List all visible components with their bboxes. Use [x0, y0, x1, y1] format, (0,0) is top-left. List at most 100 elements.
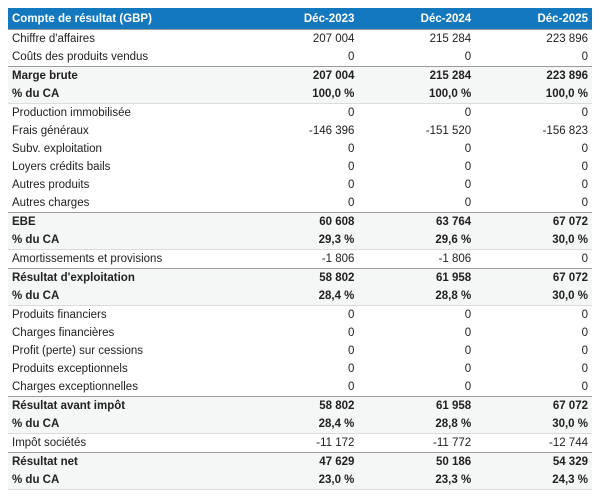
cell-value: 30,0 %	[475, 231, 592, 250]
cell-value: 0	[475, 305, 592, 324]
row-label: % du CA	[8, 471, 242, 490]
cell-value: 67 072	[475, 212, 592, 231]
cell-value: 61 958	[358, 396, 476, 415]
cell-value: 0	[358, 360, 476, 378]
cell-value: 0	[241, 360, 359, 378]
income-statement-report: Compte de résultat (GBP) Déc-2023 Déc-20…	[8, 8, 592, 490]
table-row: Produits financiers 0 0 0	[8, 305, 592, 324]
cell-value: 0	[475, 360, 592, 378]
row-label: % du CA	[8, 287, 242, 306]
cell-value: 215 284	[358, 29, 476, 48]
income-statement-table: Compte de résultat (GBP) Déc-2023 Déc-20…	[8, 8, 592, 490]
table-row: Résultat d'exploitation 58 802 61 958 67 07…	[8, 268, 592, 287]
row-label: Résultat net	[8, 452, 242, 471]
cell-value: 0	[358, 176, 476, 194]
cell-value: 207 004	[241, 29, 359, 48]
table-header: Compte de résultat (GBP) Déc-2023 Déc-20…	[8, 8, 592, 30]
table-row: Charges exceptionnelles 0 0 0	[8, 378, 592, 397]
cell-value: 0	[241, 103, 359, 122]
row-label: Coûts des produits vendus	[8, 48, 242, 67]
cell-value: 61 958	[358, 268, 476, 287]
row-label: Profit (perte) sur cessions	[8, 342, 242, 360]
cell-value: 0	[358, 378, 476, 397]
cell-value: 0	[475, 140, 592, 158]
row-label: Production immobilisée	[8, 103, 242, 122]
cell-value: 0	[358, 324, 476, 342]
cell-value: -151 520	[358, 122, 476, 140]
row-label: Chiffre d'affaires	[8, 29, 242, 48]
cell-value: -1 806	[241, 249, 359, 269]
cell-value: -11 172	[241, 433, 359, 453]
table-row: Chiffre d'affaires 207 004 215 284 223 896	[8, 29, 592, 48]
cell-value: -11 772	[358, 433, 476, 453]
cell-value: 30,0 %	[475, 287, 592, 306]
cell-value: 63 764	[358, 212, 476, 231]
cell-value: 58 802	[241, 268, 359, 287]
row-label: Impôt sociétés	[8, 433, 242, 453]
row-label: Frais généraux	[8, 122, 242, 140]
cell-value: 0	[475, 158, 592, 176]
table-row: Impôt sociétés -11 172 -11 772 -12 744	[8, 433, 592, 453]
cell-value: 0	[241, 176, 359, 194]
cell-value: 0	[241, 324, 359, 342]
table-row: % du CA 100,0 % 100,0 % 100,0 %	[8, 85, 592, 104]
table-row: % du CA 28,4 % 28,8 % 30,0 %	[8, 415, 592, 434]
cell-value: 0	[358, 103, 476, 122]
row-label: Autres charges	[8, 194, 242, 213]
cell-value: 215 284	[358, 66, 476, 85]
cell-value: 29,3 %	[241, 231, 359, 250]
cell-value: -156 823	[475, 122, 592, 140]
cell-value: 0	[475, 249, 592, 269]
cell-value: 100,0 %	[475, 85, 592, 104]
cell-value: 28,4 %	[241, 287, 359, 306]
row-label: Autres produits	[8, 176, 242, 194]
cell-value: 0	[241, 342, 359, 360]
cell-value: 0	[241, 194, 359, 213]
cell-value: 0	[241, 48, 359, 67]
table-row: Amortissements et provisions -1 806 -1 806…	[8, 249, 592, 269]
table-row: Charges financières 0 0 0	[8, 324, 592, 342]
cell-value: 0	[241, 305, 359, 324]
table-row: EBE 60 608 63 764 67 072	[8, 212, 592, 231]
cell-value: 0	[475, 378, 592, 397]
table-row: Autres charges 0 0 0	[8, 194, 592, 213]
row-label: Subv. exploitation	[8, 140, 242, 158]
cell-value: 223 896	[475, 66, 592, 85]
row-label: Loyers crédits bails	[8, 158, 242, 176]
table-row: % du CA 23,0 % 23,3 % 24,3 %	[8, 471, 592, 490]
table-row: Marge brute 207 004 215 284 223 896	[8, 66, 592, 85]
row-label: Charges exceptionnelles	[8, 378, 242, 397]
cell-value: 24,3 %	[475, 471, 592, 490]
table-row: Loyers crédits bails 0 0 0	[8, 158, 592, 176]
cell-value: 67 072	[475, 396, 592, 415]
cell-value: 0	[358, 140, 476, 158]
table-row: % du CA 29,3 % 29,6 % 30,0 %	[8, 231, 592, 250]
cell-value: 23,3 %	[358, 471, 476, 490]
table-row: Subv. exploitation 0 0 0	[8, 140, 592, 158]
table-row: % du CA 28,4 % 28,8 % 30,0 %	[8, 287, 592, 306]
cell-value: 23,0 %	[241, 471, 359, 490]
cell-value: 100,0 %	[241, 85, 359, 104]
cell-value: 30,0 %	[475, 415, 592, 434]
row-label: Charges financières	[8, 324, 242, 342]
row-label: Marge brute	[8, 66, 242, 85]
cell-value: 28,8 %	[358, 287, 476, 306]
row-label: % du CA	[8, 415, 242, 434]
cell-value: 29,6 %	[358, 231, 476, 250]
header-row: Compte de résultat (GBP) Déc-2023 Déc-20…	[8, 8, 592, 30]
cell-value: 58 802	[241, 396, 359, 415]
header-col-dec-2023: Déc-2023	[241, 8, 359, 30]
cell-value: 28,4 %	[241, 415, 359, 434]
table-row: Autres produits 0 0 0	[8, 176, 592, 194]
row-label: Résultat d'exploitation	[8, 268, 242, 287]
cell-value: 0	[475, 176, 592, 194]
cell-value: 0	[475, 48, 592, 67]
cell-value: 0	[241, 140, 359, 158]
header-col-dec-2024: Déc-2024	[358, 8, 476, 30]
cell-value: 60 608	[241, 212, 359, 231]
row-label: % du CA	[8, 231, 242, 250]
cell-value: -146 396	[241, 122, 359, 140]
row-label: Résultat avant impôt	[8, 396, 242, 415]
cell-value: 54 329	[475, 452, 592, 471]
table-row: Résultat avant impôt 58 802 61 958 67 072	[8, 396, 592, 415]
